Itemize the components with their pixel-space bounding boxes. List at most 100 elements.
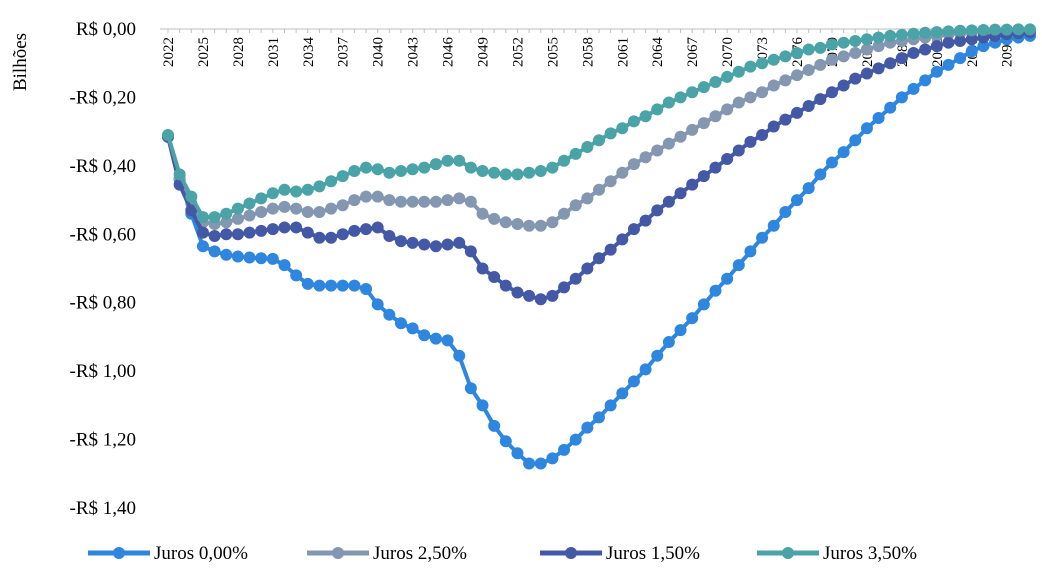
data-point xyxy=(383,194,396,207)
data-point xyxy=(196,211,209,224)
legend-swatch-marker xyxy=(113,547,125,559)
data-point xyxy=(534,219,547,232)
data-point xyxy=(231,228,244,241)
data-point xyxy=(954,24,967,37)
x-tick-label: 2025 xyxy=(196,37,212,67)
data-point xyxy=(313,206,326,219)
data-point xyxy=(278,259,291,272)
data-point xyxy=(418,195,431,208)
data-point xyxy=(394,235,407,248)
data-point xyxy=(383,308,396,321)
data-point xyxy=(231,250,244,263)
data-point xyxy=(301,183,314,196)
data-point xyxy=(464,161,477,174)
data-point xyxy=(884,57,897,70)
data-point xyxy=(581,141,594,154)
data-point xyxy=(581,421,594,434)
legend-label: Juros 2,50% xyxy=(373,543,467,564)
data-point xyxy=(860,33,873,46)
legend-item: Juros 3,50% xyxy=(757,543,917,564)
data-point xyxy=(791,106,804,119)
data-point xyxy=(767,79,780,92)
data-point xyxy=(779,206,792,219)
data-point xyxy=(255,252,268,265)
data-point xyxy=(756,231,769,244)
data-point xyxy=(837,36,850,49)
data-point xyxy=(837,50,850,63)
data-point xyxy=(220,248,233,261)
x-tick-label: 2034 xyxy=(301,37,317,68)
data-point xyxy=(709,284,722,297)
data-point xyxy=(546,161,559,174)
data-point xyxy=(744,60,757,73)
data-point xyxy=(756,57,769,70)
x-tick-label: 2028 xyxy=(231,37,247,67)
data-point xyxy=(837,79,850,92)
data-point xyxy=(674,91,687,104)
data-point xyxy=(697,117,710,130)
data-point xyxy=(488,419,501,432)
data-point xyxy=(348,224,361,237)
data-point xyxy=(558,154,571,167)
data-point xyxy=(791,69,804,82)
data-point xyxy=(336,279,349,292)
data-point xyxy=(173,168,186,181)
data-point xyxy=(616,233,629,246)
series-juros-0-00- xyxy=(162,29,1036,470)
data-point xyxy=(872,62,885,75)
data-point xyxy=(825,156,838,169)
data-point xyxy=(360,223,373,236)
data-point xyxy=(1024,23,1036,36)
data-point xyxy=(208,211,221,224)
data-point xyxy=(697,298,710,311)
data-point xyxy=(814,41,827,54)
data-point xyxy=(686,312,699,325)
data-point xyxy=(930,26,943,39)
data-point xyxy=(919,43,932,56)
data-point xyxy=(651,349,664,362)
series-juros-1-50- xyxy=(162,26,1036,306)
data-point xyxy=(336,170,349,183)
y-tick-label: -R$ 1,00 xyxy=(70,361,137,382)
data-point xyxy=(581,192,594,205)
data-point xyxy=(662,195,675,208)
data-point xyxy=(325,175,338,188)
data-point xyxy=(709,76,722,89)
data-point xyxy=(360,161,373,174)
data-point xyxy=(767,120,780,133)
data-point xyxy=(965,24,978,37)
legend-swatch-marker xyxy=(565,547,577,559)
data-point xyxy=(860,67,873,80)
x-tick-label: 2055 xyxy=(545,37,561,67)
data-point xyxy=(662,96,675,109)
data-point xyxy=(441,154,454,167)
data-point xyxy=(231,212,244,225)
data-point xyxy=(360,190,373,203)
data-point xyxy=(849,34,862,47)
data-point xyxy=(534,293,547,306)
x-tick-label: 2070 xyxy=(720,37,736,67)
data-point xyxy=(989,23,1002,36)
data-point xyxy=(616,122,629,135)
data-point xyxy=(290,185,303,198)
data-point xyxy=(371,221,384,234)
data-point xyxy=(604,175,617,188)
data-point xyxy=(418,238,431,251)
data-point xyxy=(476,262,489,275)
data-point xyxy=(546,452,559,465)
data-point xyxy=(732,65,745,78)
data-point xyxy=(965,33,978,46)
data-point xyxy=(895,52,908,65)
x-tick-label: 2022 xyxy=(161,37,177,67)
legend: Juros 0,00% Juros 2,50% Juros 1,50% Juros 3… xyxy=(88,543,917,564)
data-point xyxy=(406,195,419,208)
legend-swatch-marker xyxy=(332,547,344,559)
data-point xyxy=(616,166,629,179)
data-point xyxy=(336,228,349,241)
data-point xyxy=(371,298,384,311)
data-point xyxy=(697,81,710,94)
x-tick-label: 2049 xyxy=(476,37,492,67)
data-point xyxy=(383,166,396,179)
data-point xyxy=(325,202,338,215)
data-point xyxy=(1000,23,1013,36)
